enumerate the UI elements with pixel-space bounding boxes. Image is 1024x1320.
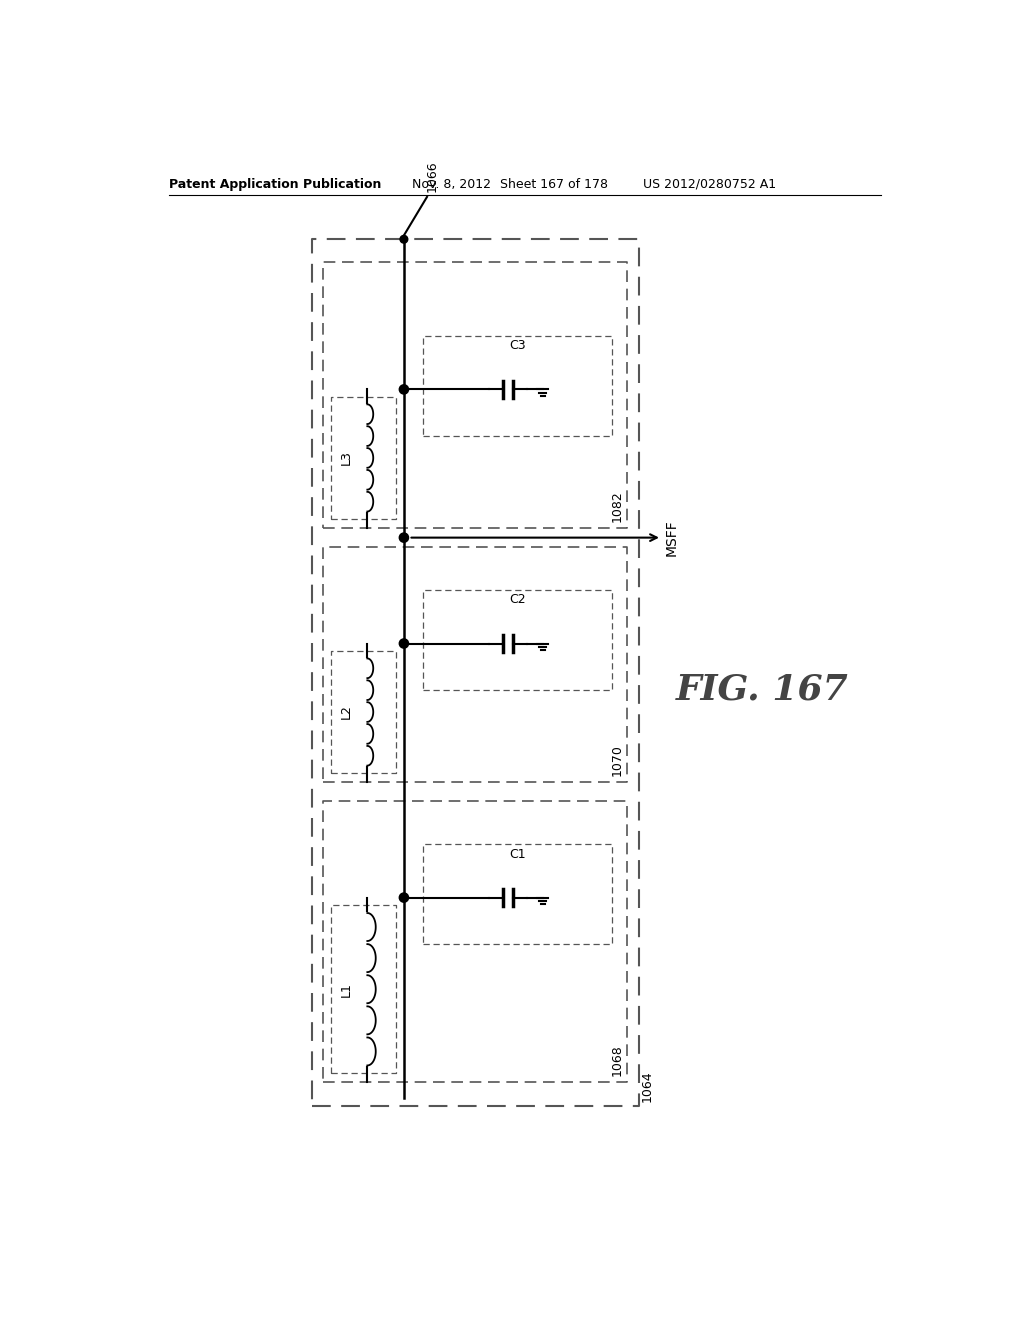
Circle shape xyxy=(399,892,409,903)
Text: L1: L1 xyxy=(340,982,353,997)
Text: C3: C3 xyxy=(509,339,525,352)
Text: MSFF: MSFF xyxy=(665,519,679,556)
Text: Sheet 167 of 178: Sheet 167 of 178 xyxy=(500,178,608,190)
Circle shape xyxy=(400,235,408,243)
Text: 1066: 1066 xyxy=(425,160,438,191)
Text: Patent Application Publication: Patent Application Publication xyxy=(169,178,381,190)
Text: 1064: 1064 xyxy=(641,1071,654,1102)
Text: 1082: 1082 xyxy=(610,490,624,521)
Circle shape xyxy=(399,385,409,395)
Text: Nov. 8, 2012: Nov. 8, 2012 xyxy=(412,178,490,190)
Text: C1: C1 xyxy=(509,847,525,861)
Text: FIG. 167: FIG. 167 xyxy=(676,673,848,706)
Text: 1070: 1070 xyxy=(610,744,624,776)
Text: C2: C2 xyxy=(509,594,525,606)
Text: 1068: 1068 xyxy=(610,1044,624,1076)
Text: L3: L3 xyxy=(340,450,353,466)
Circle shape xyxy=(399,533,409,543)
Circle shape xyxy=(399,639,409,648)
Text: L2: L2 xyxy=(340,705,353,719)
Text: US 2012/0280752 A1: US 2012/0280752 A1 xyxy=(643,178,776,190)
